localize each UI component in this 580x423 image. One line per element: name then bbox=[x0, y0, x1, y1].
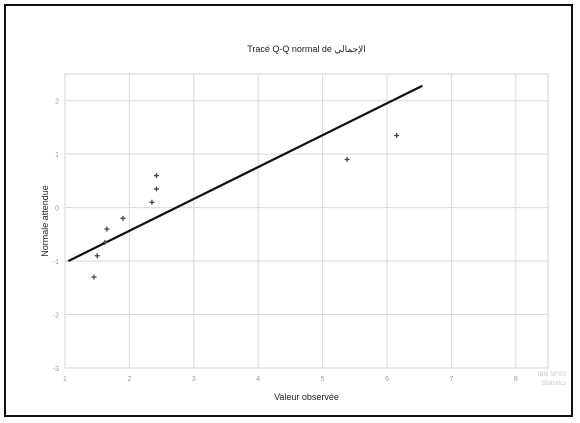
data-point bbox=[102, 239, 108, 245]
data-point bbox=[153, 173, 159, 179]
data-point bbox=[120, 215, 126, 221]
y-axis-label: Normale attendue bbox=[40, 185, 50, 257]
data-point bbox=[394, 132, 400, 138]
x-axis-label: Valeur observée bbox=[274, 392, 339, 402]
data-point bbox=[91, 274, 97, 280]
chart-title: Tracé Q-Q normal de الإجمالي bbox=[247, 44, 366, 55]
y-tick-label: -2 bbox=[53, 313, 59, 320]
data-point bbox=[94, 253, 100, 259]
y-tick-label: 2 bbox=[55, 99, 59, 106]
data-point bbox=[153, 186, 159, 192]
data-point bbox=[104, 226, 110, 232]
watermark-text: Statistics bbox=[542, 381, 566, 387]
watermark-text: IBM SPSS bbox=[538, 372, 566, 378]
x-tick-label: 8 bbox=[514, 376, 518, 383]
x-tick-label: 4 bbox=[256, 376, 260, 383]
reference-line bbox=[67, 84, 423, 263]
y-tick-label: 1 bbox=[55, 152, 59, 159]
plot-area bbox=[64, 73, 549, 369]
x-tick-label: 6 bbox=[385, 376, 389, 383]
x-tick-label: 7 bbox=[449, 376, 453, 383]
x-tick-label: 3 bbox=[192, 376, 196, 383]
x-tick-label: 2 bbox=[127, 376, 131, 383]
data-point bbox=[149, 199, 155, 205]
y-tick-label: -3 bbox=[53, 366, 59, 373]
chart-frame bbox=[4, 4, 573, 417]
x-tick-label: 1 bbox=[63, 376, 67, 383]
data-point bbox=[344, 157, 350, 163]
y-tick-label: -1 bbox=[53, 259, 59, 266]
x-tick-label: 5 bbox=[321, 376, 325, 383]
y-tick-label: 0 bbox=[55, 206, 59, 213]
